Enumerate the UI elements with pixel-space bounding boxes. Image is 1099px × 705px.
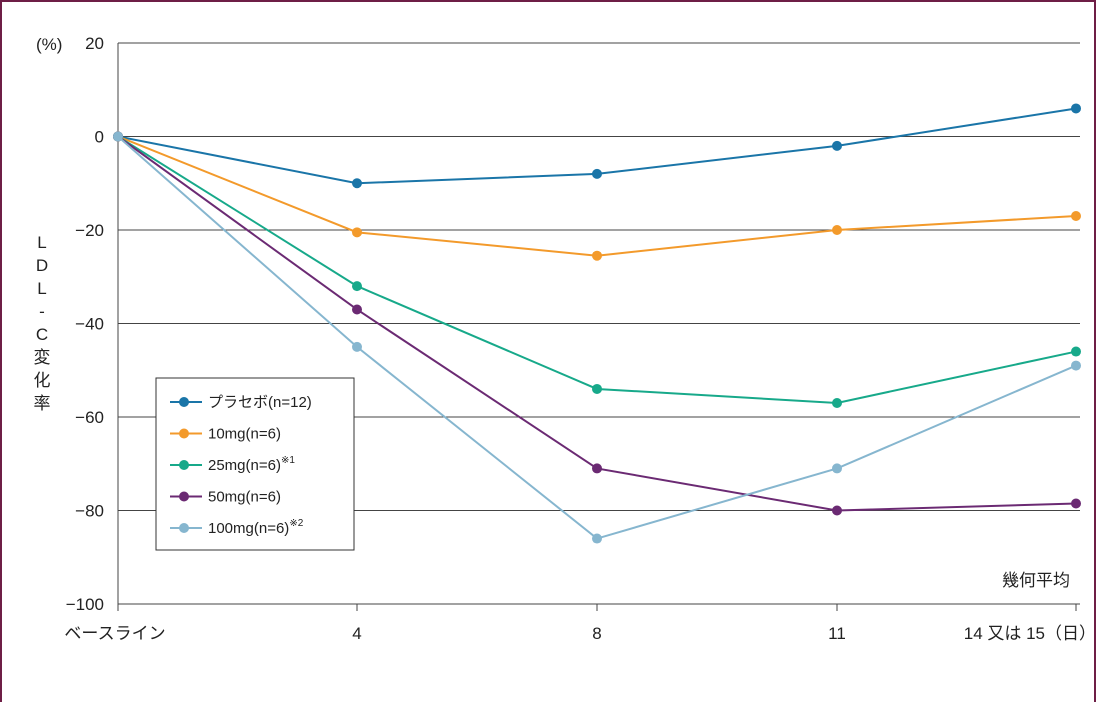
- data-point: [1071, 103, 1081, 114]
- y-tick-label: −100: [66, 595, 104, 614]
- y-axis-unit: (%): [36, 35, 62, 54]
- y-tick-label: 20: [85, 34, 104, 53]
- data-point: [832, 505, 842, 516]
- data-point: [1071, 360, 1081, 371]
- y-axis-title-char: 率: [34, 394, 51, 413]
- y-axis-title-char: D: [36, 256, 48, 275]
- legend-label: 50mg(n=6): [208, 489, 281, 506]
- legend-swatch-point: [179, 491, 189, 502]
- y-tick-label: −60: [75, 408, 104, 427]
- y-axis-title-char: C: [36, 325, 48, 344]
- x-tick-label: ベースライン: [64, 624, 165, 643]
- data-point: [592, 533, 602, 544]
- data-point: [832, 140, 842, 151]
- legend-label: 10mg(n=6): [208, 426, 281, 443]
- data-point: [832, 397, 842, 408]
- axes: 20 0 −20 −40 −60 −80 −100 ベースライン 4 8 11 14 又は 15（日）…: [34, 34, 1097, 643]
- data-point: [113, 131, 123, 142]
- y-tick-label: −20: [75, 221, 104, 240]
- x-tick-label: 14 又は 15（日）: [964, 624, 1096, 643]
- legend: プラセボ(n=12) 10mg(n=6) 25mg(n=6)※1 50mg(n=6) 1…: [155, 377, 355, 551]
- x-tick-label: 4: [352, 624, 361, 643]
- note-label: 幾何平均: [1002, 571, 1070, 590]
- legend-swatch-point: [179, 397, 189, 407]
- y-tick-label: 0: [95, 128, 104, 147]
- y-axis-title-char: L: [37, 279, 46, 298]
- x-tick-label: 8: [592, 624, 601, 643]
- x-tick-label: 11: [828, 624, 846, 643]
- data-point: [832, 463, 842, 474]
- y-tick-label: −40: [75, 315, 104, 334]
- legend-label: 25mg(n=6)※1: [208, 455, 295, 474]
- y-axis-title-char: 変: [34, 348, 51, 367]
- data-point: [592, 250, 602, 261]
- legend-footnote-mark: ※1: [281, 455, 295, 466]
- legend-label: プラセボ(n=12): [208, 394, 312, 411]
- data-point: [592, 463, 602, 474]
- data-point: [1071, 346, 1081, 357]
- data-point: [352, 304, 362, 315]
- series-line: [117, 135, 1077, 257]
- series-lines: [113, 103, 1081, 544]
- data-point: [352, 281, 362, 292]
- legend-swatch-point: [179, 460, 189, 470]
- legend-label: 100mg(n=6)※2: [208, 518, 304, 537]
- data-point: [592, 383, 602, 394]
- data-point: [832, 225, 842, 235]
- data-point: [1071, 210, 1081, 221]
- legend-swatch-point: [179, 428, 189, 439]
- legend-footnote-mark: ※2: [289, 518, 303, 529]
- y-axis-title-char: -: [39, 302, 45, 321]
- data-point: [352, 341, 362, 352]
- y-tick-label: −80: [75, 502, 104, 521]
- data-point: [352, 178, 362, 189]
- data-point: [352, 227, 362, 238]
- data-point: [1071, 498, 1081, 509]
- legend-swatch-point: [179, 523, 189, 533]
- y-axis-title-char: L: [37, 233, 46, 252]
- y-axis-title-char: 化: [34, 371, 51, 390]
- data-point: [592, 168, 602, 179]
